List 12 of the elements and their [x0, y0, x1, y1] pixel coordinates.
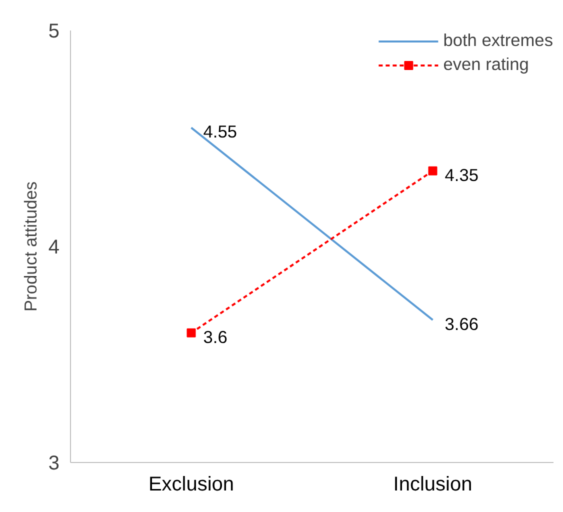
data-label: 3.6: [203, 326, 228, 347]
y-tick-label: 5: [48, 20, 60, 42]
x-tick-label: Exclusion: [148, 474, 234, 496]
y-axis-title: Product attitudes: [20, 181, 40, 312]
y-tick-label: 4: [48, 236, 60, 258]
legend-label: both extremes: [443, 30, 553, 51]
x-tick-label: Inclusion: [393, 474, 472, 496]
data-label: 4.35: [444, 164, 478, 185]
data-label: 4.55: [203, 122, 237, 142]
legend-label: even rating: [443, 54, 529, 75]
data-label: 3.66: [444, 314, 478, 334]
y-tick-label: 3: [48, 452, 60, 474]
